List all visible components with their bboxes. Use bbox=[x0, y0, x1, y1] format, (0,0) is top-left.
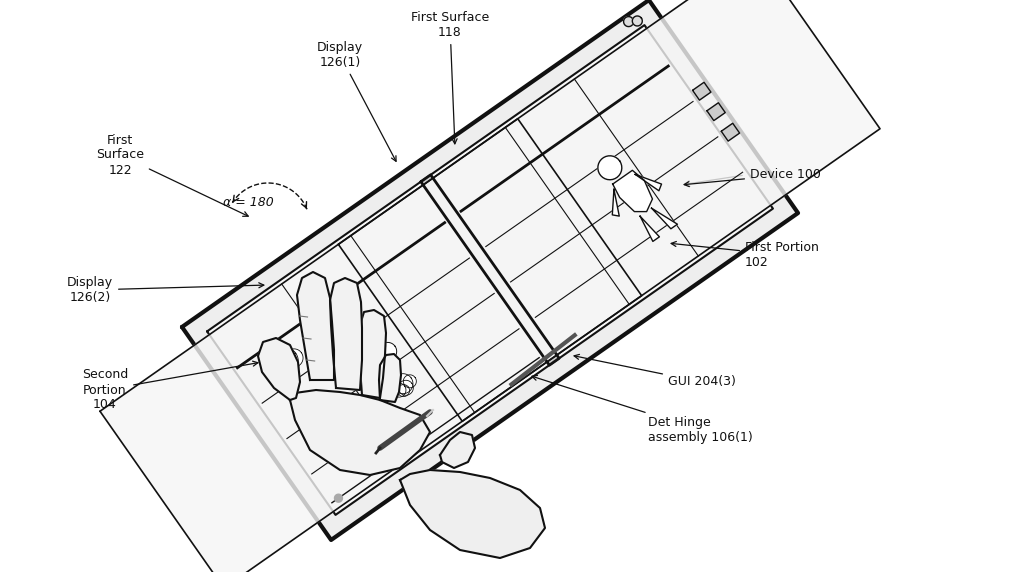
Polygon shape bbox=[624, 17, 634, 26]
Polygon shape bbox=[182, 0, 798, 540]
Polygon shape bbox=[721, 123, 740, 141]
Polygon shape bbox=[379, 354, 401, 402]
Polygon shape bbox=[440, 432, 475, 468]
Polygon shape bbox=[598, 156, 622, 180]
Text: First Surface
118: First Surface 118 bbox=[410, 11, 489, 144]
Polygon shape bbox=[371, 339, 385, 353]
Polygon shape bbox=[339, 0, 880, 421]
Polygon shape bbox=[707, 103, 725, 121]
Polygon shape bbox=[397, 384, 409, 396]
Polygon shape bbox=[359, 348, 374, 363]
Polygon shape bbox=[269, 360, 288, 380]
Text: GUI 204(3): GUI 204(3) bbox=[574, 355, 736, 388]
Polygon shape bbox=[100, 119, 642, 572]
Polygon shape bbox=[278, 356, 299, 378]
Text: First
Surface
122: First Surface 122 bbox=[96, 133, 249, 216]
Polygon shape bbox=[693, 82, 711, 100]
Polygon shape bbox=[400, 470, 545, 558]
Polygon shape bbox=[632, 16, 642, 26]
Polygon shape bbox=[421, 175, 559, 365]
Polygon shape bbox=[285, 349, 303, 367]
Polygon shape bbox=[335, 494, 343, 502]
Polygon shape bbox=[330, 278, 362, 390]
Polygon shape bbox=[359, 310, 386, 398]
Polygon shape bbox=[270, 347, 298, 375]
Polygon shape bbox=[258, 338, 300, 400]
Polygon shape bbox=[635, 174, 661, 191]
Polygon shape bbox=[392, 383, 406, 397]
Polygon shape bbox=[297, 272, 334, 380]
Text: Det Hinge
assembly 106(1): Det Hinge assembly 106(1) bbox=[532, 375, 753, 444]
Polygon shape bbox=[640, 216, 659, 241]
Text: Display
126(2): Display 126(2) bbox=[67, 276, 264, 304]
Polygon shape bbox=[290, 390, 430, 475]
Text: Device 100: Device 100 bbox=[684, 169, 821, 186]
Polygon shape bbox=[613, 189, 620, 216]
Polygon shape bbox=[613, 170, 652, 212]
Polygon shape bbox=[393, 374, 412, 394]
Polygon shape bbox=[360, 337, 382, 359]
Polygon shape bbox=[651, 208, 677, 229]
Text: α = 180: α = 180 bbox=[222, 196, 273, 209]
Polygon shape bbox=[207, 25, 773, 515]
Polygon shape bbox=[403, 375, 417, 388]
Text: First Portion
102: First Portion 102 bbox=[671, 241, 819, 269]
Polygon shape bbox=[366, 345, 382, 361]
Polygon shape bbox=[398, 380, 413, 395]
Polygon shape bbox=[365, 349, 378, 363]
Text: Second
Portion
104: Second Portion 104 bbox=[82, 361, 258, 411]
Text: Display
126(1): Display 126(1) bbox=[316, 41, 396, 161]
Polygon shape bbox=[277, 363, 293, 379]
Polygon shape bbox=[379, 343, 396, 360]
